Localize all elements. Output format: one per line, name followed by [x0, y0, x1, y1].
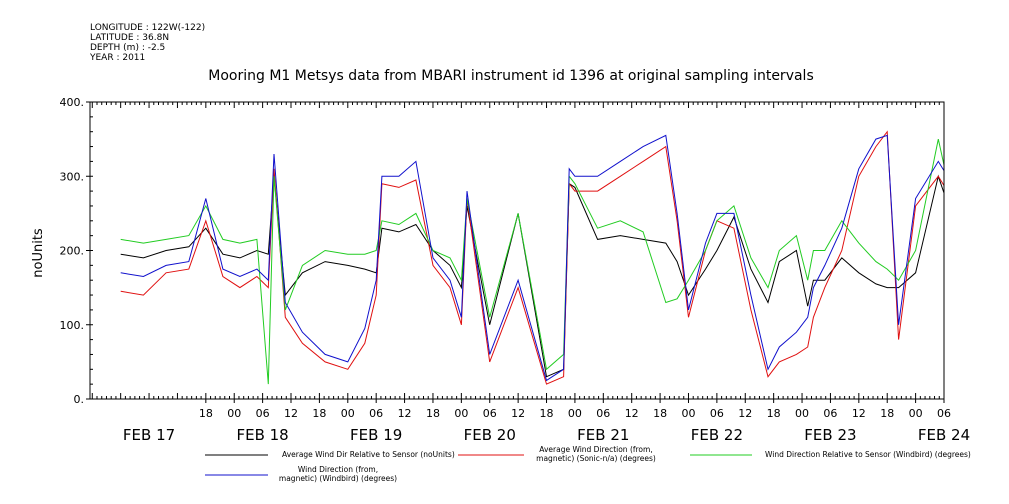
x-tick-label: 12 — [398, 407, 412, 420]
x-tick-label: 06 — [483, 407, 497, 420]
x-tick-label: 12 — [738, 407, 752, 420]
year-text: YEAR : 2011 — [89, 53, 145, 63]
x-day-label: FEB 23 — [804, 426, 856, 444]
x-day-label: FEB 19 — [350, 426, 402, 444]
x-tick-label: 12 — [852, 407, 866, 420]
series-line-2 — [120, 130, 944, 385]
depth-text: DEPTH (m) : -2.5 — [90, 43, 165, 53]
y-axis-label: noUnits — [31, 228, 46, 278]
legend-label-2-line2: magnetic) (Sonic-n/a) (degrees) — [536, 454, 656, 463]
latitude-text: LATITUDE : 36.8N — [90, 33, 169, 43]
series-group — [120, 130, 944, 385]
x-tick-label: 06 — [710, 407, 724, 420]
series-line-3 — [120, 138, 944, 385]
legend-label-4-line2: magnetic) (Windbird) (degrees) — [279, 474, 397, 483]
x-tick-label: 06 — [256, 407, 270, 420]
y-tick-label: 0. — [74, 393, 85, 406]
series-line-1 — [120, 174, 944, 378]
legend: Average Wind Dir Relative to Sensor (noU… — [205, 445, 971, 483]
x-tick-label: 00 — [681, 407, 695, 420]
x-tick-label: 12 — [625, 407, 639, 420]
x-tick-label: 18 — [426, 407, 440, 420]
x-tick-label: 12 — [511, 407, 525, 420]
axis-ticks: 0. 100. 200. 300. 400. 18 00 06 12 18 00 06 12 18 00 06… — [60, 96, 971, 444]
x-tick-label: 18 — [199, 407, 213, 420]
x-tick-label: 18 — [540, 407, 554, 420]
x-tick-label: 00 — [454, 407, 468, 420]
longitude-text: LONGITUDE : 122W(-122) — [90, 23, 205, 33]
x-tick-label: 06 — [937, 407, 951, 420]
legend-label-4: Wind Direction (from, — [298, 465, 378, 474]
y-tick-label: 100. — [60, 319, 85, 332]
x-tick-label: 00 — [227, 407, 241, 420]
x-tick-label: 06 — [823, 407, 837, 420]
x-tick-label: 06 — [596, 407, 610, 420]
series-line-4 — [120, 134, 944, 382]
x-day-label: FEB 18 — [236, 426, 288, 444]
x-tick-label: 18 — [767, 407, 781, 420]
x-tick-label: 00 — [341, 407, 355, 420]
x-day-label: FEB 20 — [464, 426, 516, 444]
x-tick-label: 18 — [653, 407, 667, 420]
y-tick-label: 300. — [60, 170, 85, 183]
x-day-label: FEB 21 — [577, 426, 629, 444]
x-tick-label: 00 — [795, 407, 809, 420]
legend-label-3: Wind Direction Relative to Sensor (Windb… — [765, 450, 971, 459]
y-tick-label: 400. — [60, 96, 85, 109]
x-tick-label: 06 — [369, 407, 383, 420]
legend-label-2: Average Wind Direction (from, — [539, 445, 652, 454]
x-tick-label: 00 — [568, 407, 582, 420]
x-tick-label: 00 — [909, 407, 923, 420]
station-metadata: LONGITUDE : 122W(-122) LATITUDE : 36.8N … — [89, 23, 205, 63]
y-tick-label: 200. — [60, 245, 85, 258]
chart-title: Mooring M1 Metsys data from MBARI instru… — [208, 68, 814, 84]
x-day-label: FEB 24 — [918, 426, 970, 444]
x-tick-label: 18 — [880, 407, 894, 420]
x-tick-label: 18 — [312, 407, 326, 420]
legend-label-1: Average Wind Dir Relative to Sensor (noU… — [282, 450, 455, 459]
x-day-label: FEB 22 — [691, 426, 743, 444]
x-tick-label: 12 — [284, 407, 298, 420]
x-day-label: FEB 17 — [123, 426, 175, 444]
